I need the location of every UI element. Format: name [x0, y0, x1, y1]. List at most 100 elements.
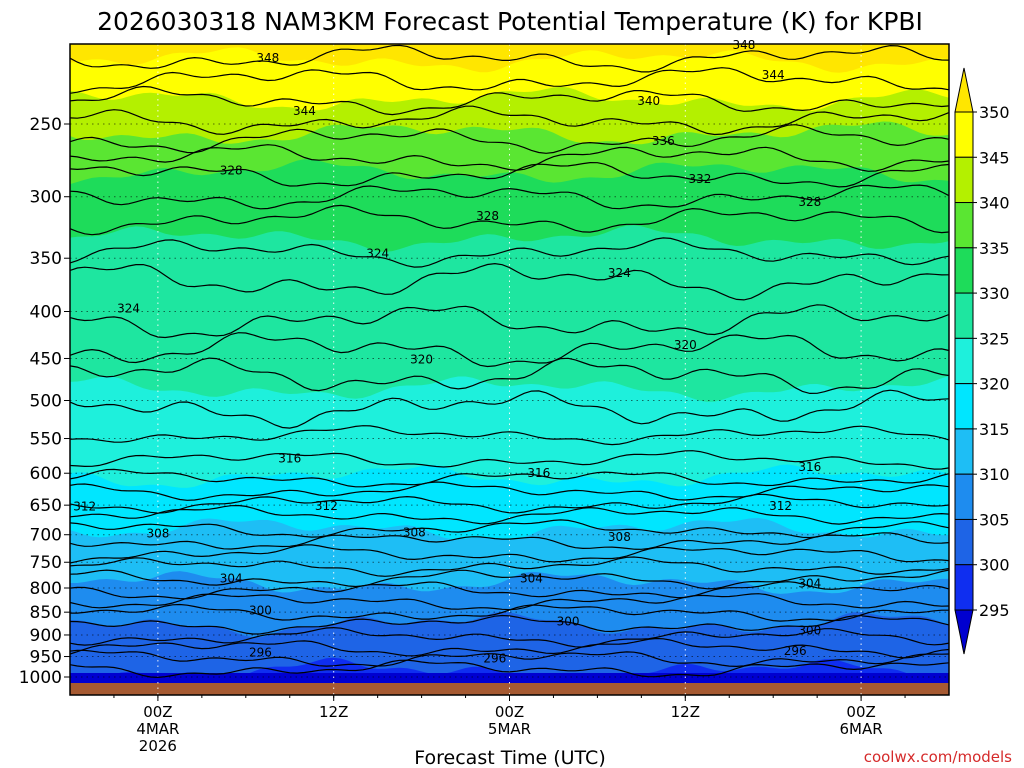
y-tick-label: 600 — [30, 464, 62, 484]
y-tick-label: 900 — [30, 626, 62, 646]
colorbar-swatch — [954, 383, 974, 430]
contour-label-text: 308 — [403, 525, 426, 539]
contour-line — [69, 493, 950, 514]
contour-label: 316 — [527, 466, 550, 480]
contour-label: 328 — [476, 209, 499, 223]
contour-label-text: 332 — [688, 172, 711, 186]
contour-label: 296 — [483, 652, 506, 666]
contour-line — [69, 614, 950, 635]
colorbar-swatch — [954, 518, 974, 566]
chart-title: 2026030318 NAM3KM Forecast Potential Tem… — [97, 7, 923, 36]
contour-label: 324 — [117, 301, 140, 315]
contour-label: 320 — [674, 338, 697, 352]
x-tick-label: 5MAR — [488, 720, 531, 738]
contour-line — [70, 603, 949, 622]
contour-label-text: 304 — [220, 571, 243, 585]
contour-label-text: 304 — [798, 576, 821, 590]
contour-line — [69, 425, 950, 446]
contour-label: 316 — [278, 451, 301, 465]
contour-label-text: 308 — [608, 530, 631, 544]
contour-label: 328 — [798, 195, 821, 209]
contour-line — [69, 124, 950, 154]
x-tick-label: 00Z — [495, 703, 524, 721]
contour-line — [69, 532, 950, 550]
contour-label-text: 328 — [476, 209, 499, 223]
contour-line — [69, 637, 950, 659]
contour-label: 304 — [798, 576, 821, 590]
contour-line — [69, 105, 950, 136]
contour-label: 304 — [520, 571, 543, 585]
contour-line — [69, 304, 950, 339]
colorbar-swatch — [954, 473, 974, 520]
contour-label-text: 328 — [220, 164, 243, 178]
contour-label-text: 320 — [674, 338, 697, 352]
contour-line — [69, 481, 950, 501]
contour-label: 344 — [293, 104, 316, 118]
contour-label: 316 — [798, 460, 821, 474]
contour-line — [69, 649, 950, 668]
colorbar-label: 315 — [979, 420, 1010, 439]
colorbar-label: 320 — [979, 375, 1010, 394]
contour-line — [69, 332, 950, 368]
x-tick-label: 12Z — [671, 703, 700, 721]
x-tick-label: 2026 — [139, 737, 177, 755]
y-tick-label: 350 — [30, 249, 62, 269]
colorbar-swatch — [954, 292, 974, 339]
contour-label-text: 324 — [608, 266, 631, 280]
contour-label-text: 324 — [117, 301, 140, 315]
gridlines — [70, 44, 949, 695]
colorbar-label: 350 — [979, 103, 1010, 122]
contour-lines — [69, 44, 950, 679]
contour-label-text: 296 — [249, 645, 272, 659]
contour-label: 312 — [769, 499, 792, 513]
y-tick-label: 850 — [30, 603, 62, 623]
contour-label: 296 — [249, 645, 272, 659]
contour-line — [69, 204, 950, 236]
y-tick-label: 750 — [30, 553, 62, 573]
x-tick-label: 12Z — [319, 703, 348, 721]
colorbar-label: 345 — [979, 148, 1010, 167]
contour-label: 300 — [798, 624, 821, 638]
contour-line — [69, 161, 950, 188]
contour-label-text: 348 — [732, 38, 755, 52]
colorbar-top-arrow — [954, 67, 974, 113]
contour-label: 340 — [637, 94, 660, 108]
colorbar-label: 300 — [979, 556, 1010, 575]
contour-line — [69, 581, 950, 600]
colorbar-label: 330 — [979, 284, 1010, 303]
contour-label-text: 328 — [798, 195, 821, 209]
y-tick-label: 300 — [30, 188, 62, 208]
contour-line — [69, 389, 950, 429]
contour-label-text: 296 — [784, 644, 807, 658]
colorbar-label: 340 — [979, 194, 1010, 213]
contour-label-text: 320 — [410, 352, 433, 366]
contour-label-text: 304 — [520, 571, 543, 585]
y-tick-label: 650 — [30, 496, 62, 516]
x-tick-label: 6MAR — [840, 720, 883, 738]
contour-label: 300 — [249, 603, 272, 617]
contour-label: 348 — [732, 38, 755, 52]
contour-label-text: 300 — [249, 603, 272, 617]
contour-line — [69, 184, 950, 210]
contour-line — [69, 85, 950, 116]
contour-line — [69, 544, 950, 564]
colorbar-swatch — [954, 111, 974, 158]
contour-line — [69, 450, 950, 470]
contour-label: 296 — [784, 644, 807, 658]
contour-label-text: 312 — [769, 499, 792, 513]
contour-label-text: 344 — [293, 104, 316, 118]
credit-text: coolwx.com/models — [864, 748, 1012, 766]
contour-label: 328 — [220, 164, 243, 178]
contour-label: 324 — [608, 266, 631, 280]
contour-labels: 348 348 344 344 340 336 332 328 328 328 324 324 324 3… — [73, 38, 821, 666]
colorbar-label: 325 — [979, 329, 1010, 348]
colorbar-label: 310 — [979, 465, 1010, 484]
contour-label-text: 316 — [278, 451, 301, 465]
contour-label-text: 312 — [73, 499, 96, 513]
contour-line — [69, 626, 950, 648]
contour-line — [69, 504, 950, 525]
contour-label-text: 316 — [527, 466, 550, 480]
plot-area: 348 348 344 344 340 336 332 328 328 328 324 324 324 3… — [69, 38, 950, 696]
